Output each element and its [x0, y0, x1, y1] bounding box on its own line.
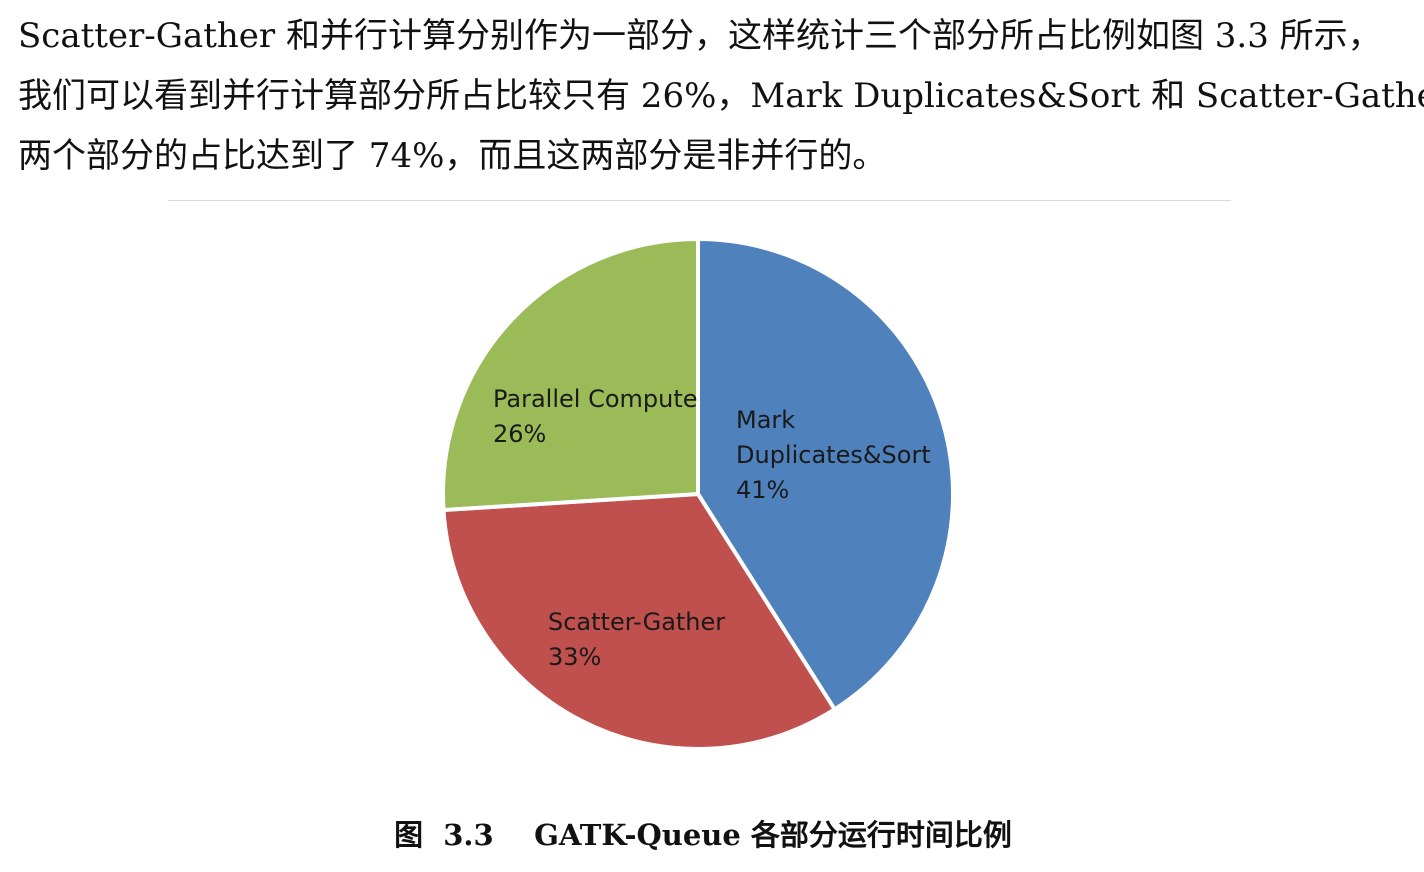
pie-slice-parallel-compute: [441, 237, 700, 513]
paragraph-line-1: Scatter-Gather 和并行计算分别作为一部分，这样统计三个部分所占比例…: [18, 16, 1382, 56]
slice-category-label: Duplicates&Sort: [736, 441, 931, 469]
slice-category-label: Parallel Compute: [493, 385, 698, 413]
paragraph-line-3: 两个部分的占比达到了 74%，而且这两部分是非并行的。: [18, 136, 887, 176]
figure-caption: 图 3.3 GATK-Queue 各部分运行时间比例: [394, 818, 1012, 852]
slice-value-label: 41%: [736, 476, 789, 504]
slice-category-label: Mark: [736, 406, 795, 434]
slice-value-label: 26%: [493, 420, 546, 448]
paragraph-line-2: 我们可以看到并行计算部分所占比较只有 26%，Mark Duplicates&S…: [18, 76, 1424, 116]
slice-value-label: 33%: [548, 643, 601, 671]
slice-data-label: Mark Duplicates&Sort 41%: [736, 406, 931, 504]
pie-chart: Mark Duplicates&Sort 41% Scatter-Gather 33% P…: [441, 237, 955, 751]
slice-data-label: Parallel Compute 26%: [493, 385, 698, 448]
body-paragraph: Scatter-Gather 和并行计算分别作为一部分，这样统计三个部分所占比例…: [18, 6, 1424, 186]
pie-slice-scatter-gather: [441, 492, 837, 751]
slice-data-label: Scatter-Gather 33%: [548, 608, 725, 671]
chart-top-divider: [168, 200, 1231, 201]
slice-category-label: Scatter-Gather: [548, 608, 725, 636]
